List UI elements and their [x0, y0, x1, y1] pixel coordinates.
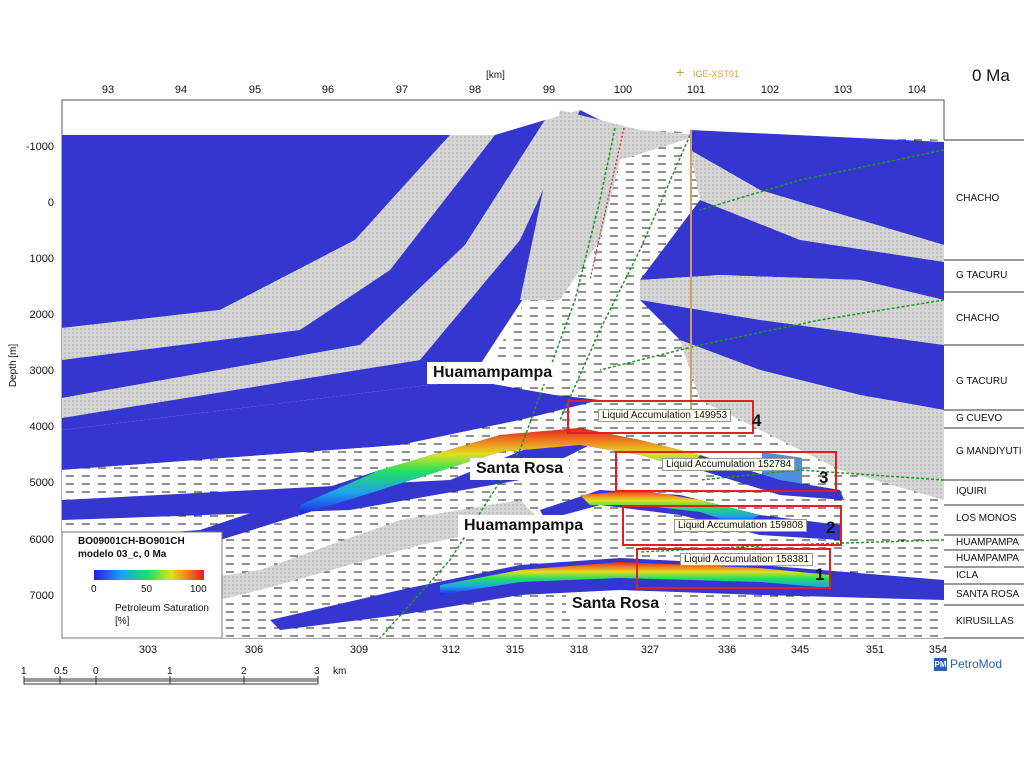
depth-tick: 7000 [29, 590, 54, 602]
legend-tick: 100 [190, 584, 207, 595]
top-tick: 98 [468, 84, 482, 96]
accumulation-label: Liquid Accumulation 149953 [598, 409, 732, 422]
section-label: Huamampampa [427, 362, 559, 384]
top-tick: 94 [174, 84, 188, 96]
accumulation-label: Liquid Accumulation 159808 [674, 519, 808, 532]
bottom-tick: 303 [138, 644, 158, 656]
legend-subtitle: modelo 03_c, 0 Ma [78, 549, 167, 560]
accumulation-label: Liquid Accumulation 152784 [662, 458, 796, 471]
petromod-logo-text: PetroMod [950, 657, 1003, 671]
legend-label: Petroleum Saturation [115, 603, 209, 614]
formation-label: CHACHO [956, 313, 1000, 324]
depth-tick: -1000 [25, 141, 54, 153]
scale-tick: 0 [93, 666, 99, 677]
accumulation-box-2 [622, 505, 842, 546]
accumulation-box-1 [636, 548, 831, 589]
formation-label: G TACURU [956, 376, 1008, 387]
depth-tick: 1000 [29, 253, 54, 265]
bottom-tick: 315 [505, 644, 525, 656]
petromod-logo-icon: PM [934, 658, 947, 671]
scale-tick: 3 [314, 666, 320, 677]
legend-title: BO09001CH-BO901CH [78, 536, 185, 547]
top-tick: 102 [760, 84, 780, 96]
bottom-tick: 306 [244, 644, 264, 656]
depth-tick: 4000 [29, 421, 54, 433]
scale-unit: km [333, 666, 347, 677]
bottom-tick: 351 [865, 644, 885, 656]
accumulation-label: Liquid Accumulation 158381 [680, 553, 814, 566]
legend-tick: 0 [91, 584, 97, 595]
bottom-tick: 345 [790, 644, 810, 656]
section-label: Santa Rosa [566, 593, 666, 615]
top-tick: 93 [101, 84, 115, 96]
formation-label: IQUIRI [956, 486, 987, 497]
legend-tick: 50 [141, 584, 153, 595]
bottom-tick: 354 [928, 644, 948, 656]
bottom-tick: 318 [569, 644, 589, 656]
formation-label: ICLA [956, 570, 979, 581]
depth-tick: 3000 [29, 365, 54, 377]
bottom-tick: 309 [349, 644, 369, 656]
accumulation-box-4 [567, 400, 754, 434]
section-label: Huamampampa [458, 515, 590, 537]
formation-label: SANTA ROSA [956, 589, 1020, 600]
accumulation-number: 4 [752, 411, 762, 430]
scale-tick: 2 [241, 666, 247, 677]
top-tick: 99 [542, 84, 556, 96]
top-tick: 100 [613, 84, 633, 96]
formation-label: LOS MONOS [956, 513, 1017, 524]
bottom-tick: 327 [640, 644, 660, 656]
section-label: Santa Rosa [470, 458, 570, 480]
formation-label: G CUEVO [956, 413, 1003, 424]
legend-unit: [%] [115, 616, 130, 627]
formation-label: G TACURU [956, 270, 1008, 281]
formation-label: G MANDIYUTI [956, 446, 1022, 457]
well-marker-icon: + [676, 64, 685, 80]
time-label: 0 Ma [972, 66, 1010, 85]
bottom-tick: 312 [441, 644, 461, 656]
formation-label: CHACHO [956, 193, 1000, 204]
top-tick: 96 [321, 84, 335, 96]
top-tick: 97 [395, 84, 409, 96]
well-label: IGE-XST91 [693, 69, 740, 79]
depth-tick: 5000 [29, 477, 54, 489]
formation-label: KIRUSILLAS [956, 616, 1014, 627]
depth-tick: 6000 [29, 534, 54, 546]
depth-tick: 2000 [29, 309, 54, 321]
top-tick: 101 [686, 84, 706, 96]
scale-tick: 1 [167, 666, 173, 677]
formation-label: HUAMPAMPA [956, 553, 1019, 564]
top-tick: 104 [907, 84, 927, 96]
scale-tick: 0.5 [54, 666, 68, 677]
accumulation-number: 3 [819, 468, 829, 487]
depth-tick: 0 [47, 197, 54, 209]
km-axis-label: [km] [486, 70, 505, 81]
accumulation-number: 2 [826, 518, 836, 537]
top-tick: 95 [248, 84, 262, 96]
bottom-tick: 336 [717, 644, 737, 656]
accumulation-box-3 [615, 451, 837, 492]
formation-label: HUAMPAMPA [956, 537, 1019, 548]
top-tick: 103 [833, 84, 853, 96]
accumulation-number: 1 [815, 565, 825, 584]
scale-tick: 1 [21, 666, 27, 677]
